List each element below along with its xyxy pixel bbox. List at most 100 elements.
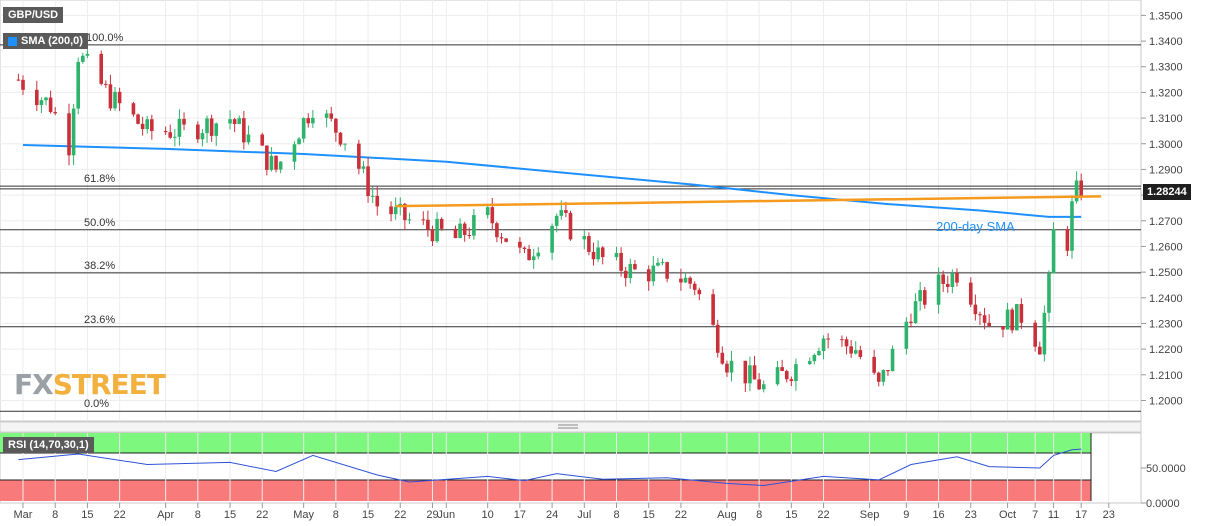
candle (711, 289, 715, 326)
candle (140, 116, 145, 136)
candle (76, 57, 81, 115)
x-tick-label: 23 (1103, 509, 1115, 521)
candle (794, 358, 798, 391)
x-tick-label: 15 (362, 509, 374, 521)
x-tick-label: Jun (437, 509, 455, 521)
candle (343, 143, 347, 151)
candle (679, 268, 683, 291)
y-tick-label: 1.3400 (1149, 36, 1183, 48)
candle (246, 125, 251, 145)
x-tick-label: Oct (999, 509, 1016, 521)
sma-color-swatch (8, 36, 17, 46)
y-tick-label: 1.2300 (1149, 318, 1183, 330)
x-tick-label: 22 (256, 509, 268, 521)
fib-label: 50.0% (84, 217, 115, 229)
candle (67, 103, 71, 166)
candle (209, 114, 214, 142)
candle (260, 132, 265, 146)
candle (361, 160, 366, 174)
fib-label: 0.0% (84, 398, 109, 410)
candle (619, 247, 623, 277)
candle (85, 49, 90, 59)
candle (840, 335, 844, 347)
rsi-tick-label: 0.0000 (1146, 498, 1180, 510)
candle (844, 336, 849, 355)
candle (324, 109, 329, 128)
candle (177, 109, 182, 146)
candle (646, 265, 651, 291)
y-tick-label: 1.2500 (1149, 267, 1183, 279)
candle (131, 101, 136, 117)
x-tick-label: May (293, 509, 314, 521)
candle (849, 340, 853, 358)
candle (389, 201, 393, 222)
candle (81, 52, 85, 64)
instrument-label: GBP/USD (3, 7, 64, 23)
candle (886, 370, 890, 376)
candle (554, 213, 559, 233)
candle (945, 275, 950, 293)
candle (876, 371, 881, 387)
rsi-oversold-zone (0, 480, 1091, 501)
candle (196, 121, 200, 143)
candle (426, 210, 430, 237)
x-tick-label: Sep (860, 509, 880, 521)
candle (145, 115, 150, 134)
candle (113, 87, 117, 111)
pane-splitter[interactable] (0, 421, 1142, 433)
indicator-label: SMA (200,0) (3, 33, 88, 49)
x-tick-label: 15 (643, 509, 655, 521)
candle (752, 355, 757, 380)
candle (430, 225, 435, 247)
candle (182, 112, 186, 131)
candle (853, 341, 858, 355)
candle (439, 217, 444, 231)
y-tick-label: 1.3200 (1149, 87, 1183, 99)
candle (1042, 305, 1047, 362)
x-tick-label: Mar (14, 509, 33, 521)
candle (968, 277, 973, 308)
candle (53, 107, 58, 116)
candle (518, 237, 522, 254)
candle (858, 345, 863, 360)
candle (329, 106, 334, 122)
candle (1014, 303, 1019, 331)
rsi-axis: 50.0000 0.0000 (1141, 463, 1186, 510)
candle (789, 376, 794, 387)
y-tick-label: 1.3000 (1149, 139, 1183, 151)
y-tick-label: 1.2700 (1149, 216, 1183, 228)
y-tick-label: 1.3500 (1149, 10, 1183, 22)
candle (173, 128, 177, 147)
price-axis: 1.3500 1.3400 1.3300 1.3200 1.3100 1.3000 1.29… (1141, 10, 1183, 407)
x-tick-label: 8 (195, 509, 201, 521)
candle (1037, 341, 1042, 355)
candle (1001, 325, 1005, 338)
x-tick-label: 23 (965, 509, 977, 521)
candle (1074, 171, 1079, 204)
candle (568, 210, 573, 241)
candle (301, 117, 306, 143)
price-grid (0, 0, 1141, 421)
candle (292, 141, 297, 170)
candle (1019, 298, 1024, 330)
candle (729, 350, 734, 382)
candle (780, 359, 784, 372)
x-tick-label: 24 (546, 509, 558, 521)
rsi-tick-label: 50.0000 (1146, 463, 1186, 475)
candle (403, 203, 407, 231)
candle (205, 115, 209, 143)
candle (692, 281, 697, 296)
x-tick-label: 9 (903, 509, 909, 521)
candle (955, 268, 959, 287)
x-tick-label: Apr (157, 509, 174, 521)
candle (495, 221, 499, 243)
candle (922, 287, 927, 309)
candle (232, 117, 237, 133)
candle (485, 205, 490, 219)
candle (237, 115, 242, 125)
y-tick-label: 1.2900 (1149, 164, 1183, 176)
candle (1033, 320, 1037, 352)
candle (1005, 302, 1010, 330)
